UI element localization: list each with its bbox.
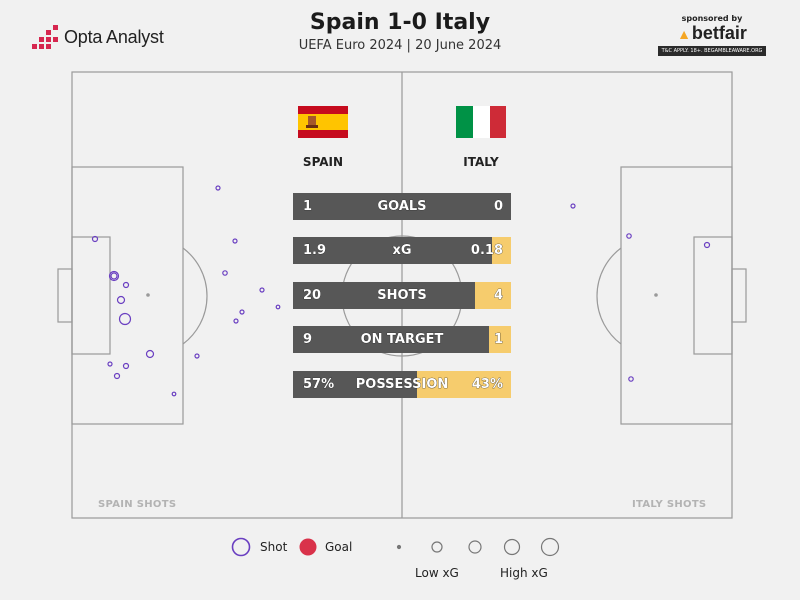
- stat-away-value: 0.18: [470, 243, 504, 259]
- opta-logo-icon: [32, 25, 58, 49]
- stat-away-value: 4: [493, 288, 504, 304]
- right-penalty-spot: [654, 293, 658, 297]
- left-penalty-spot: [146, 293, 150, 297]
- away-team-name: ITALY: [463, 155, 499, 169]
- stat-label: ON TARGET: [360, 332, 444, 348]
- shot-marker: [116, 295, 126, 305]
- xg-size-1: [396, 544, 402, 550]
- sponsor-brand: ▲betfair: [658, 23, 766, 44]
- spain-flag: [298, 106, 348, 138]
- stat-label: xG: [392, 243, 412, 259]
- right-goal: [731, 268, 747, 323]
- left-penalty-arc: [182, 247, 208, 345]
- stat-home-bar: [293, 371, 417, 398]
- xg-size-3: [468, 540, 482, 554]
- shot-marker: [628, 376, 634, 382]
- shot-marker: [108, 270, 120, 282]
- shot-marker: [703, 241, 711, 249]
- shot-marker: [222, 270, 228, 276]
- sponsor-block: sponsored by ▲betfair T&C APPLY. 18+. BE…: [658, 14, 766, 56]
- stat-home-value: 57%: [303, 377, 335, 393]
- xg-size-5: [540, 537, 560, 557]
- stat-away-value: 43%: [471, 377, 504, 393]
- left-penalty-area: [71, 166, 184, 425]
- stat-home-value: 9: [303, 332, 313, 348]
- shot-marker: [239, 309, 245, 315]
- stat-away-value: 0: [493, 199, 504, 215]
- stat-label: GOALS: [377, 199, 427, 215]
- shot-marker: [91, 235, 99, 243]
- legend-goal-label: Goal: [325, 540, 353, 554]
- legend-shot-label: Shot: [260, 540, 288, 554]
- stat-home-bar: [293, 326, 489, 353]
- stat-away-value: 1: [493, 332, 504, 348]
- page-subtitle: UEFA Euro 2024 | 20 June 2024: [298, 38, 502, 53]
- shot-marker: [233, 318, 239, 324]
- stat-home-value: 1: [303, 199, 313, 215]
- stat-row: 1 GOALS 0: [293, 193, 511, 220]
- shot-marker: [122, 281, 130, 289]
- stat-row: 9 ON TARGET 1: [293, 326, 511, 353]
- xg-size-2: [431, 541, 443, 553]
- logo-text: Opta Analyst: [64, 26, 164, 47]
- left-goal-area: [71, 236, 111, 355]
- shot-marker: [110, 272, 118, 280]
- opta-analyst-logo: Opta Analyst: [32, 24, 164, 50]
- legend-shot-icon: [231, 537, 251, 557]
- spain-shots: [91, 185, 281, 397]
- right-goal-area: [693, 236, 733, 355]
- home-shots-label: SPAIN SHOTS: [98, 499, 177, 510]
- shot-marker: [194, 353, 200, 359]
- stat-away-bar: [492, 237, 511, 264]
- stat-home-bar: [293, 282, 475, 309]
- right-penalty-arc: [596, 247, 622, 345]
- stat-away-bar: [489, 326, 511, 353]
- legend-low-xg-label: Low xG: [415, 566, 459, 580]
- shot-marker: [118, 312, 132, 326]
- sponsor-caption: sponsored by: [681, 14, 743, 23]
- right-penalty-area: [620, 166, 733, 425]
- home-team-name: SPAIN: [302, 155, 344, 169]
- italy-shots: [570, 203, 711, 382]
- stat-away-bar: [417, 371, 511, 398]
- stat-home-bar: [293, 237, 492, 264]
- stat-label: POSSESSION: [355, 377, 449, 393]
- shot-marker: [275, 304, 281, 310]
- shot-marker: [570, 203, 576, 209]
- left-goal: [57, 268, 73, 323]
- legend-xg-scale: [396, 537, 560, 557]
- shot-marker: [215, 185, 221, 191]
- xg-size-4: [503, 538, 521, 556]
- shot-marker: [259, 287, 265, 293]
- stat-row: 57% POSSESSION 43%: [293, 371, 511, 398]
- sponsor-terms: T&C APPLY. 18+. BEGAMBLEAWARE.ORG: [658, 46, 766, 56]
- shot-marker: [107, 361, 113, 367]
- sponsor-brand-text: betfair: [691, 23, 747, 43]
- stat-home-value: 20: [303, 288, 322, 304]
- away-shots-label: ITALY SHOTS: [632, 499, 707, 510]
- stat-label: SHOTS: [377, 288, 427, 304]
- shot-marker: [232, 238, 238, 244]
- shot-marker: [171, 391, 177, 397]
- stat-row: 1.9 xG 0.18: [293, 237, 511, 264]
- page-title: Spain 1-0 Italy: [309, 10, 491, 35]
- legend-high-xg-label: High xG: [500, 566, 548, 580]
- shot-marker: [113, 372, 121, 380]
- stat-home-value: 1.9: [303, 243, 327, 259]
- shot-marker: [626, 233, 632, 239]
- italy-flag: [456, 106, 506, 138]
- stat-away-bar: [475, 282, 511, 309]
- stat-home-bar: [293, 193, 511, 220]
- stat-row: 20 SHOTS 4: [293, 282, 511, 309]
- betfair-chevron-icon: ▲: [677, 26, 691, 42]
- shot-marker: [122, 362, 130, 370]
- legend-goal-icon: [299, 538, 317, 556]
- shot-marker: [145, 349, 155, 359]
